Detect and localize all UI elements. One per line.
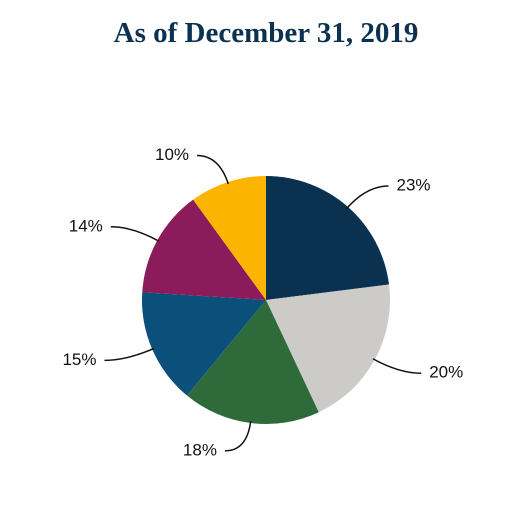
data-label: 18% [183, 440, 217, 459]
pie-slice [266, 284, 390, 413]
chart-title: As of December 31, 2019 [114, 17, 419, 49]
leader-line [110, 226, 160, 242]
pie-slice [142, 199, 266, 300]
leader-line [372, 358, 422, 374]
data-label: 20% [429, 363, 463, 382]
leader-line [197, 154, 230, 185]
pie-slice [193, 176, 266, 300]
leader-line [104, 347, 155, 362]
pie-slice [142, 292, 266, 396]
leader-line [224, 420, 252, 452]
data-label: 14% [69, 216, 103, 235]
data-label: 23% [397, 175, 431, 194]
pie-slice [186, 300, 319, 424]
pie-slice [266, 176, 390, 300]
data-label: 10% [155, 145, 189, 164]
data-label: 15% [62, 350, 96, 369]
leader-line [346, 185, 389, 209]
